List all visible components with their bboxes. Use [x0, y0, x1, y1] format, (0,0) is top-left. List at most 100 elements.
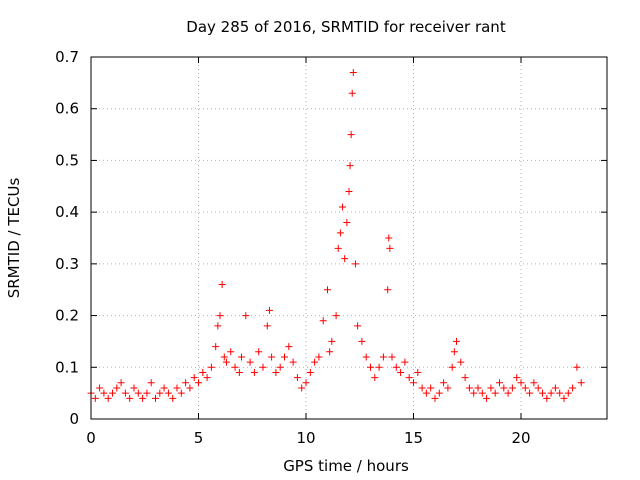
data-point — [379, 353, 387, 361]
data-point — [143, 389, 151, 397]
y-tick-label: 0.1 — [55, 358, 79, 376]
data-point — [263, 322, 271, 330]
data-point — [328, 337, 336, 345]
data-point — [302, 379, 310, 387]
data-point — [349, 69, 357, 77]
data-point — [556, 389, 564, 397]
data-point — [246, 358, 254, 366]
data-point — [156, 389, 164, 397]
data-point — [214, 322, 222, 330]
data-point — [521, 384, 529, 392]
data-point — [134, 389, 142, 397]
data-point — [375, 363, 383, 371]
data-point — [164, 389, 172, 397]
data-points — [87, 69, 585, 402]
data-point — [177, 389, 185, 397]
data-point — [126, 394, 134, 402]
axis-ticks — [90, 56, 607, 420]
tick-labels: 0 5 10 15 20 0 0.1 0.2 0.3 0.4 0.5 0.6 0.7 — [55, 48, 530, 447]
data-point — [362, 353, 370, 361]
data-point — [130, 384, 138, 392]
data-point — [231, 363, 239, 371]
data-point — [453, 337, 460, 345]
data-point — [405, 374, 413, 382]
data-point — [186, 384, 194, 392]
data-point — [560, 394, 568, 402]
y-tick-label: 0.6 — [55, 100, 79, 118]
data-point — [332, 312, 340, 320]
data-point — [354, 322, 362, 330]
data-point — [513, 374, 521, 382]
data-point — [285, 343, 293, 351]
data-point — [483, 394, 491, 402]
plot-frame — [90, 56, 608, 420]
data-point — [117, 379, 125, 387]
data-point — [526, 389, 534, 397]
data-point — [491, 389, 499, 397]
data-point — [427, 384, 435, 392]
data-point — [104, 394, 112, 402]
data-point — [547, 389, 555, 397]
data-point — [457, 358, 465, 366]
data-point — [113, 384, 121, 392]
data-point — [551, 384, 559, 392]
data-point — [385, 234, 393, 242]
data-point — [397, 368, 405, 376]
data-point — [414, 368, 422, 376]
data-point — [418, 384, 426, 392]
data-point — [324, 286, 331, 294]
y-tick-label: 0.5 — [55, 151, 79, 169]
data-point — [298, 384, 306, 392]
data-point — [227, 348, 235, 356]
data-point — [218, 281, 226, 289]
data-point — [199, 368, 207, 376]
data-point — [508, 384, 516, 392]
data-point — [216, 312, 224, 320]
data-point — [121, 389, 129, 397]
x-axis-label: GPS time / hours — [283, 457, 409, 475]
data-point — [281, 353, 288, 361]
data-point — [388, 353, 396, 361]
y-tick-label: 0.7 — [55, 48, 79, 66]
data-point — [504, 389, 512, 397]
data-point — [334, 244, 342, 252]
data-point — [91, 394, 99, 402]
data-point — [212, 343, 220, 351]
data-point — [222, 358, 230, 366]
data-point — [220, 353, 228, 361]
y-tick-label: 0.4 — [55, 203, 79, 221]
data-point — [336, 229, 344, 237]
data-point — [487, 384, 495, 392]
data-point — [351, 260, 359, 268]
data-point — [195, 379, 202, 387]
data-point — [315, 353, 323, 361]
data-point — [169, 394, 177, 402]
data-point — [564, 389, 572, 397]
y-tick-label: 0.2 — [55, 307, 79, 325]
data-point — [461, 374, 469, 382]
x-tick-label: 0 — [86, 429, 96, 447]
data-point — [190, 374, 198, 382]
data-point — [319, 317, 327, 325]
chart-title: Day 285 of 2016, SRMTID for receiver ran… — [186, 18, 506, 36]
data-point — [410, 379, 417, 387]
data-point — [347, 131, 355, 139]
data-point — [358, 337, 366, 345]
data-point — [444, 384, 452, 392]
data-point — [250, 368, 258, 376]
data-point — [348, 89, 356, 97]
data-point — [470, 389, 478, 397]
data-point — [96, 384, 104, 392]
data-point — [147, 379, 155, 387]
data-point — [182, 379, 190, 387]
data-point — [367, 363, 374, 371]
data-point — [496, 379, 503, 387]
data-point — [139, 394, 147, 402]
data-point — [534, 384, 542, 392]
data-point — [289, 358, 297, 366]
data-point — [265, 306, 273, 314]
data-point — [431, 394, 439, 402]
x-tick-label: 10 — [296, 429, 315, 447]
data-point — [539, 389, 546, 397]
data-point — [160, 384, 168, 392]
